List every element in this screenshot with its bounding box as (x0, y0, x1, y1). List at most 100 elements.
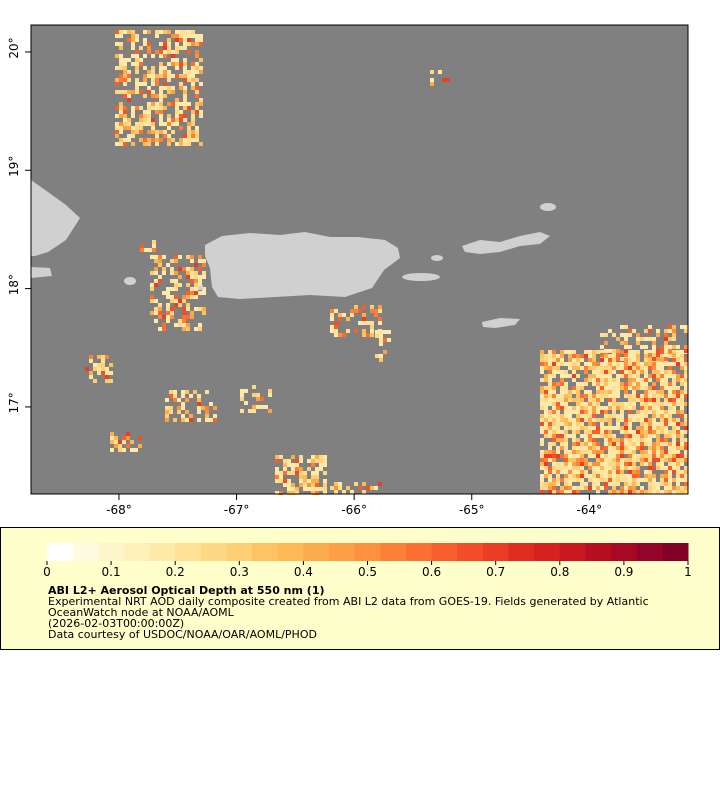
aod-pixel (564, 374, 568, 378)
aod-pixel (260, 405, 264, 409)
aod-pixel (123, 90, 127, 94)
aod-pixel (143, 110, 147, 114)
aod-pixel (195, 78, 199, 82)
aod-pixel (568, 362, 572, 366)
colorbar-swatch (611, 543, 638, 561)
aod-pixel (189, 414, 193, 418)
aod-pixel (648, 450, 652, 454)
aod-pixel (672, 466, 676, 470)
hispaniola-tip (31, 267, 52, 278)
aod-pixel (632, 354, 636, 358)
aod-pixel (181, 414, 185, 418)
aod-pixel (556, 426, 560, 430)
aod-pixel (608, 406, 612, 410)
aod-pixel (600, 398, 604, 402)
aod-pixel (183, 62, 187, 66)
aod-pixel (644, 362, 648, 366)
aod-pixel (544, 394, 548, 398)
aod-pixel (548, 490, 552, 494)
aod-pixel (660, 482, 664, 486)
aod-pixel (604, 354, 608, 358)
aod-pixel (307, 459, 311, 463)
aod-pixel (656, 357, 660, 361)
aod-pixel (644, 382, 648, 386)
aod-pixel (552, 374, 556, 378)
aod-pixel (660, 490, 664, 494)
aod-pixel (640, 442, 644, 446)
aod-pixel (181, 390, 185, 394)
aod-pixel (147, 90, 151, 94)
aod-pixel (652, 490, 656, 494)
aod-pixel (101, 359, 105, 363)
aod-pixel (123, 58, 127, 62)
aod-pixel (330, 325, 334, 329)
aod-pixel (564, 474, 568, 478)
aod-pixel (588, 378, 592, 382)
x-tick-label: -67° (224, 503, 250, 517)
aod-pixel (576, 362, 580, 366)
aod-pixel (319, 467, 323, 471)
aod-pixel (572, 434, 576, 438)
aod-pixel (114, 444, 118, 448)
aod-pixel (624, 490, 628, 494)
aod-pixel (147, 110, 151, 114)
aod-pixel (656, 426, 660, 430)
aod-pixel (167, 118, 171, 122)
aod-pixel (548, 362, 552, 366)
aod-pixel (600, 458, 604, 462)
aod-pixel (600, 418, 604, 422)
aod-pixel (130, 440, 134, 444)
aod-pixel (668, 366, 672, 370)
aod-pixel (664, 337, 668, 341)
aod-pixel (552, 362, 556, 366)
aod-pixel (632, 466, 636, 470)
aod-pixel (123, 110, 127, 114)
aod-pixel (205, 414, 209, 418)
aod-pixel (668, 490, 672, 494)
aod-pixel (119, 142, 123, 146)
aod-pixel (580, 354, 584, 358)
aod-pixel (596, 398, 600, 402)
aod-pixel (182, 327, 186, 331)
aod-pixel (186, 307, 190, 311)
aod-pixel (600, 386, 604, 390)
aod-pixel (616, 482, 620, 486)
aod-pixel (580, 358, 584, 362)
aod-pixel (672, 454, 676, 458)
aod-pixel (154, 283, 158, 287)
aod-pixel (171, 62, 175, 66)
aod-pixel (616, 438, 620, 442)
aod-pixel (672, 434, 676, 438)
aod-pixel (652, 398, 656, 402)
aod-pixel (636, 470, 640, 474)
aod-pixel (548, 402, 552, 406)
aod-pixel (632, 329, 636, 333)
aod-pixel (279, 479, 283, 483)
aod-pixel (198, 291, 202, 295)
colorbar-swatch (534, 543, 561, 561)
aod-pixel (198, 283, 202, 287)
aod-pixel (580, 434, 584, 438)
aod-pixel (640, 382, 644, 386)
aod-pixel (275, 475, 279, 479)
aod-pixel (588, 450, 592, 454)
aod-pixel (620, 430, 624, 434)
aod-pixel (648, 442, 652, 446)
aod-pixel (139, 118, 143, 122)
aod-pixel (676, 398, 680, 402)
aod-pixel (596, 474, 600, 478)
aod-pixel (315, 479, 319, 483)
aod-pixel (588, 442, 592, 446)
aod-pixel (171, 34, 175, 38)
aod-pixel (604, 414, 608, 418)
aod-pixel (552, 382, 556, 386)
aod-pixel (287, 491, 291, 495)
aod-pixel (174, 323, 178, 327)
aod-pixel (279, 475, 283, 479)
aod-pixel (379, 342, 383, 346)
aod-pixel (544, 374, 548, 378)
aod-pixel (195, 38, 199, 42)
aod-pixel (572, 398, 576, 402)
aod-pixel (644, 422, 648, 426)
aod-pixel (115, 78, 119, 82)
